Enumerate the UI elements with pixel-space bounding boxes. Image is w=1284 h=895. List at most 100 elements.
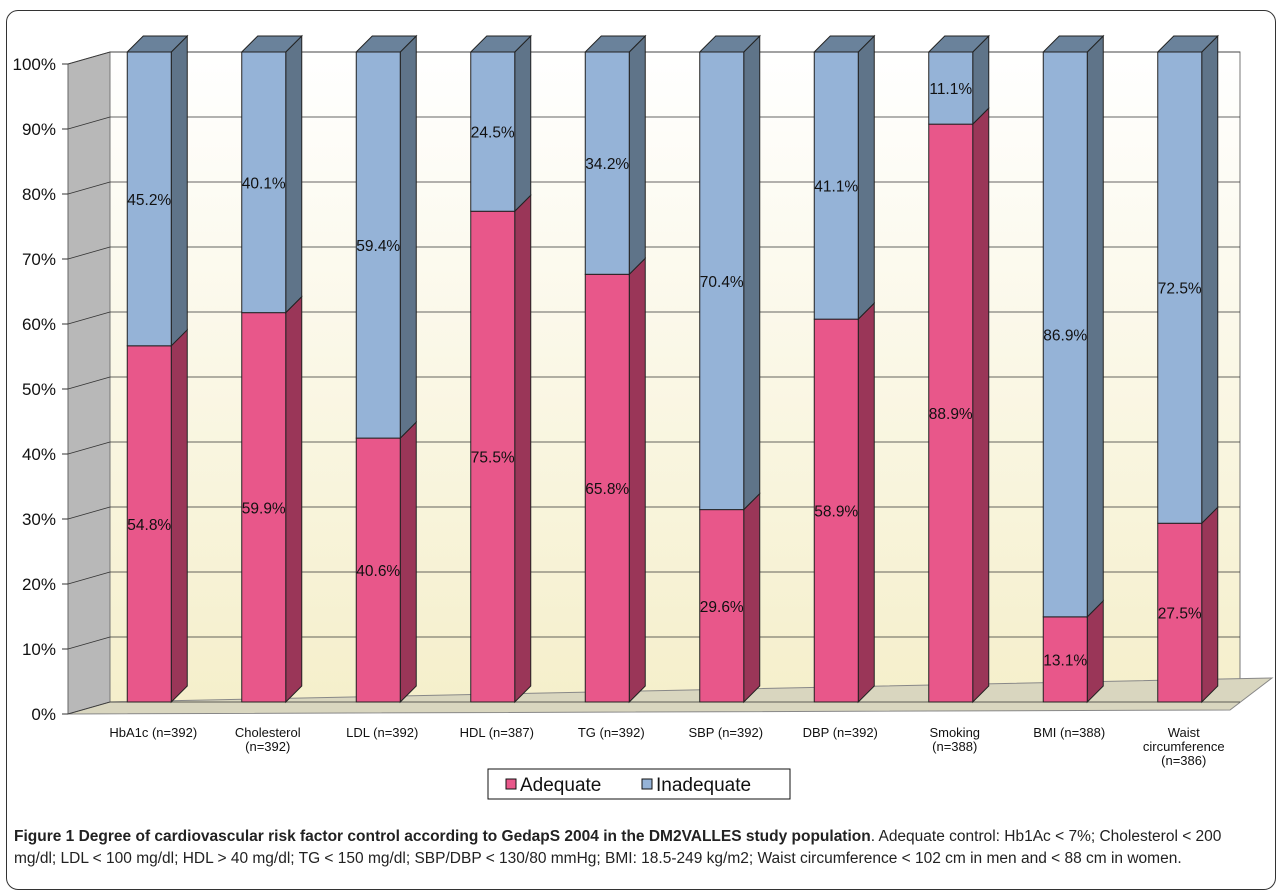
bar-adequate-side: [170, 328, 188, 704]
bar-inadequate: [699, 51, 745, 511]
bar-top: [355, 35, 418, 53]
category-label: SBP (n=392): [688, 725, 763, 740]
figure-label: Figure 1: [14, 828, 75, 845]
data-label-adequate: 13.1%: [1043, 652, 1087, 669]
category-label: TG (n=392): [578, 725, 645, 740]
data-label-adequate: 65.8%: [585, 481, 629, 498]
legend-box: [487, 768, 791, 800]
data-label-adequate: 88.9%: [929, 406, 973, 423]
gridline-side: [67, 311, 111, 325]
gridline-side: [67, 571, 111, 585]
bar-adequate: [584, 273, 630, 703]
bar-adequate: [813, 318, 859, 703]
data-label-inadequate: 70.4%: [700, 274, 744, 291]
data-label-adequate: 59.9%: [242, 500, 286, 517]
data-label-adequate: 58.9%: [814, 504, 858, 521]
bar-top: [240, 35, 303, 53]
category-label: Waist: [1168, 725, 1200, 740]
data-label-inadequate: 72.5%: [1158, 281, 1202, 298]
bar-adequate-side: [857, 301, 875, 704]
bar-adequate: [1042, 616, 1088, 703]
category-label: HDL (n=387): [460, 725, 534, 740]
bar-adequate-side: [1086, 599, 1104, 704]
data-label-inadequate: 40.1%: [242, 175, 286, 192]
bar-adequate-side: [399, 420, 417, 704]
gridline-side: [67, 376, 111, 390]
bar-adequate: [1157, 522, 1203, 703]
bar-inadequate: [584, 51, 630, 275]
y-tick-label: 90%: [22, 120, 56, 139]
gridline-side: [67, 506, 111, 520]
gridline-side: [67, 441, 111, 455]
data-label-inadequate: 59.4%: [356, 238, 400, 255]
bar-inadequate-side: [514, 34, 532, 213]
gridline-side: [67, 181, 111, 195]
bar-adequate-side: [285, 295, 303, 704]
bar-top: [126, 35, 189, 53]
data-label-inadequate: 11.1%: [929, 81, 972, 98]
legend-label: Inadequate: [656, 775, 751, 796]
category-label: (n=388): [932, 739, 977, 754]
bar-inadequate: [355, 51, 401, 439]
bar-adequate: [470, 210, 516, 703]
data-label-inadequate: 86.9%: [1043, 327, 1087, 344]
data-label-adequate: 29.6%: [700, 599, 744, 616]
bar-inadequate: [1157, 51, 1203, 524]
y-tick-label: 80%: [22, 185, 56, 204]
bar-top: [469, 35, 532, 53]
legend-swatch: [641, 778, 653, 790]
y-tick-label: 60%: [22, 315, 56, 334]
bar-adequate-side: [1201, 506, 1219, 704]
figure-description: . Adequate control: Hb1Ac < 7%; Choleste…: [14, 828, 1222, 867]
y-tick-label: 70%: [22, 250, 56, 269]
y-tick-label: 100%: [13, 55, 56, 74]
figure-title: Degree of cardiovascular risk factor con…: [78, 828, 871, 845]
bar-top: [584, 35, 647, 53]
bar-adequate-side: [743, 492, 761, 704]
bar-adequate-side: [972, 106, 990, 704]
y-tick-label: 20%: [22, 575, 56, 594]
y-tick-label: 10%: [22, 640, 56, 659]
bar-top: [1042, 35, 1105, 53]
bar-inadequate: [126, 51, 172, 347]
category-label: (n=392): [245, 739, 290, 754]
bar-adequate: [928, 123, 974, 703]
data-label-adequate: 27.5%: [1158, 606, 1202, 623]
bar-top: [698, 35, 761, 53]
category-label: DBP (n=392): [803, 725, 878, 740]
bar-inadequate-side: [1201, 34, 1219, 525]
bar-top: [813, 35, 876, 53]
bar-adequate: [355, 437, 401, 703]
bar-inadequate: [928, 51, 974, 125]
gridline-side: [67, 51, 111, 65]
bar-inadequate-side: [1086, 34, 1104, 619]
bar-inadequate: [813, 51, 859, 320]
gridline-side: [67, 636, 111, 650]
y-tick-label: 50%: [22, 380, 56, 399]
data-label-inadequate: 34.2%: [585, 156, 629, 173]
bar-top: [1156, 35, 1219, 53]
gridline-side: [67, 701, 111, 715]
data-label-inadequate: 45.2%: [127, 192, 171, 209]
bar-inadequate-side: [285, 34, 303, 314]
bar-inadequate: [1042, 51, 1088, 618]
category-label: LDL (n=392): [346, 725, 418, 740]
data-label-adequate: 40.6%: [356, 563, 400, 580]
y-tick-label: 0%: [31, 705, 56, 724]
data-label-adequate: 75.5%: [471, 450, 515, 467]
bar-adequate-side: [628, 257, 646, 704]
bar-inadequate: [241, 51, 287, 314]
data-label-inadequate: 24.5%: [471, 125, 515, 142]
y-tick-label: 40%: [22, 445, 56, 464]
bar-inadequate-side: [170, 34, 188, 348]
bar-adequate-side: [514, 194, 532, 704]
category-label: Smoking: [929, 725, 980, 740]
data-label-inadequate: 41.1%: [814, 179, 858, 196]
category-label: circumference: [1143, 739, 1225, 754]
bar-inadequate-side: [628, 34, 646, 276]
legend-swatch: [505, 778, 517, 790]
bar-adequate: [241, 312, 287, 703]
category-label: (n=386): [1161, 753, 1206, 768]
bar-inadequate-side: [857, 34, 875, 321]
y-tick-label: 30%: [22, 510, 56, 529]
